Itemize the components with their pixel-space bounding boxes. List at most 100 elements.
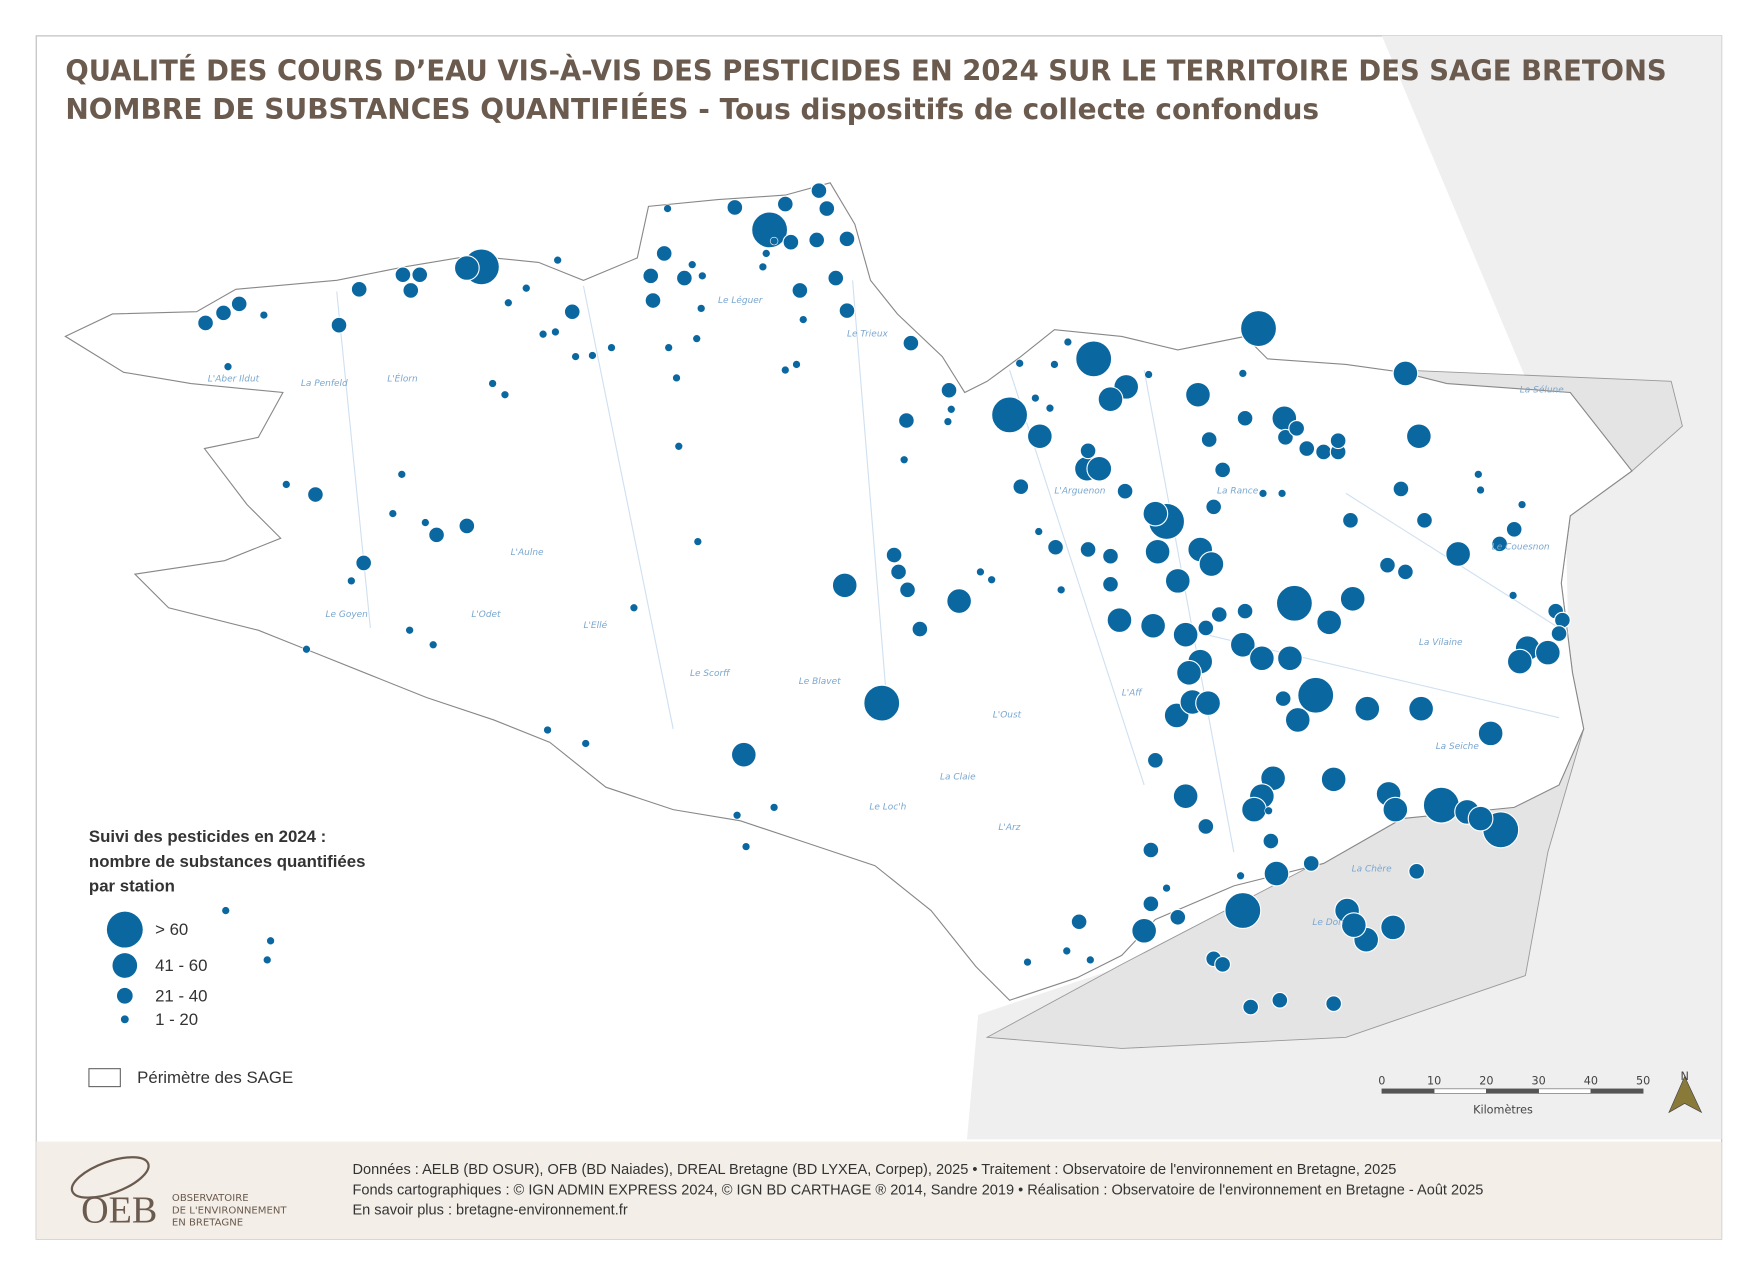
station: [302, 645, 311, 654]
station: [563, 303, 581, 321]
river-label: La Sélune: [1520, 384, 1564, 395]
station: [1392, 360, 1419, 387]
station: [1086, 955, 1095, 965]
station: [890, 563, 907, 581]
station: [1195, 690, 1221, 716]
subtitle-bold: NOMBRE DE SUBSTANCES QUANTIFIÉES: [65, 92, 688, 126]
station: [1131, 917, 1158, 944]
station: [1185, 381, 1211, 408]
station: [1262, 832, 1280, 850]
station: [799, 315, 808, 324]
station: [538, 329, 548, 339]
scale-tick-label: 20: [1479, 1074, 1493, 1087]
river-label: La Claie: [940, 772, 976, 782]
station: [394, 266, 412, 284]
station: [1297, 676, 1335, 714]
river-label: Le Scorff: [690, 669, 731, 679]
river-label: L'Arz: [998, 823, 1020, 833]
station: [330, 316, 348, 334]
station: [282, 480, 291, 489]
station: [1224, 892, 1262, 930]
legend-symbol: [112, 953, 138, 978]
logo-acronym: OEB: [81, 1189, 157, 1231]
station: [1015, 359, 1024, 368]
scale-segment: [1381, 1088, 1435, 1094]
station: [421, 518, 430, 527]
credit-line: Données : AELB (BD OSUR), OFB (BD Naiade…: [352, 1162, 1396, 1178]
legend-symbol: [106, 911, 143, 948]
river-label: L'Élorn: [387, 372, 418, 384]
station: [693, 537, 703, 546]
scale-segment: [1433, 1088, 1487, 1094]
station: [672, 373, 681, 383]
logo-swoosh: [70, 1156, 150, 1199]
scale-segment: [1486, 1088, 1539, 1094]
station: [1062, 946, 1071, 956]
north-label: N: [1680, 1070, 1688, 1083]
station: [607, 343, 616, 352]
station: [405, 626, 414, 635]
station: [911, 620, 929, 638]
station: [1474, 470, 1483, 479]
station: [488, 379, 497, 388]
legend-class-label: 41 - 60: [155, 956, 207, 975]
scale-tick-label: 30: [1532, 1074, 1546, 1087]
station: [696, 304, 706, 313]
station: [1238, 369, 1248, 378]
scale-unit: Kilomètres: [1473, 1104, 1533, 1117]
station: [730, 741, 757, 768]
legend-class-label: 1 - 20: [155, 1010, 198, 1029]
station: [664, 343, 673, 352]
station: [522, 283, 531, 293]
station: [1263, 860, 1290, 887]
scale-segment: [1590, 1088, 1644, 1094]
station: [1275, 584, 1313, 622]
station: [791, 282, 809, 299]
station: [1210, 606, 1228, 623]
station: [1045, 403, 1055, 413]
station: [781, 365, 790, 375]
station: [1477, 720, 1504, 747]
station: [675, 269, 693, 287]
station: [347, 576, 356, 586]
logo-line: DE L'ENVIRONNEMENT: [172, 1205, 287, 1216]
station: [1354, 695, 1381, 722]
river-label: Le Blavet: [799, 677, 841, 687]
station: [1164, 567, 1191, 594]
station: [1144, 538, 1171, 565]
station: [1236, 602, 1254, 620]
legend-title: par station: [89, 876, 175, 895]
station: [732, 811, 742, 820]
river-label: Le Couesnon: [1492, 542, 1550, 552]
station: [1284, 707, 1311, 733]
station: [1445, 541, 1472, 567]
station: [402, 282, 420, 299]
station: [1169, 908, 1187, 926]
legend-class-label: > 60: [155, 920, 188, 939]
station: [769, 803, 779, 812]
station: [1097, 386, 1124, 413]
station: [230, 295, 248, 313]
north-arrow: [1668, 1075, 1703, 1114]
station: [1172, 783, 1199, 810]
station: [1176, 659, 1202, 686]
station: [863, 684, 901, 722]
station: [1197, 619, 1215, 637]
river-label: Le Goyen: [326, 610, 369, 620]
scale-tick-label: 10: [1427, 1074, 1441, 1087]
station: [266, 936, 275, 946]
station: [808, 231, 826, 249]
river-label: L'Aber Ildut: [208, 374, 260, 384]
legend: Suivi des pesticides en 2024 : nombre de…: [88, 827, 365, 1087]
subtitle-rest: - Tous dispositifs de collecte confondus: [688, 93, 1319, 126]
station: [388, 509, 398, 518]
station: [1142, 895, 1160, 913]
station: [751, 211, 789, 249]
station: [902, 334, 920, 352]
station: [504, 298, 513, 307]
title: QUALITÉ DES COURS D’EAU VIS-À-VIS DES PE…: [65, 54, 1666, 88]
station: [1288, 419, 1306, 437]
station: [1320, 766, 1347, 793]
station: [543, 725, 552, 735]
